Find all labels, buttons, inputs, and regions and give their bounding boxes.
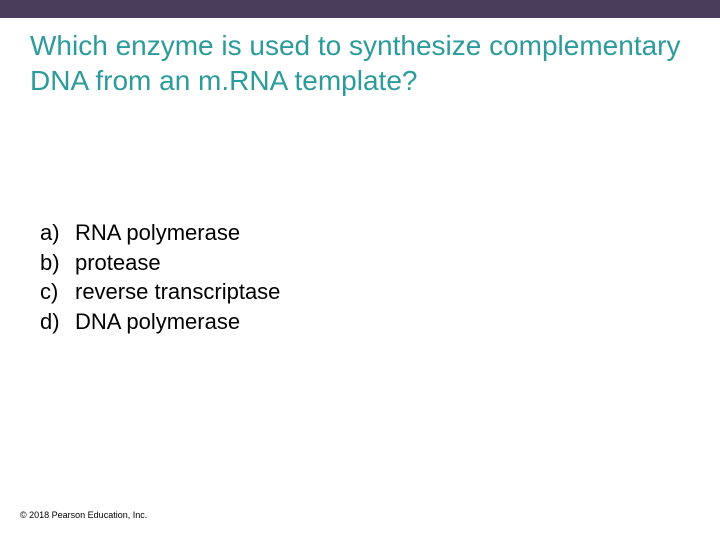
option-d: d) DNA polymerase — [40, 307, 720, 337]
option-text: DNA polymerase — [75, 307, 720, 337]
option-letter: d) — [40, 307, 75, 337]
option-letter: a) — [40, 218, 75, 248]
options-list: a) RNA polymerase b) protease c) reverse… — [0, 98, 720, 337]
top-bar — [0, 0, 720, 18]
question-title: Which enzyme is used to synthesize compl… — [30, 28, 690, 98]
title-area: Which enzyme is used to synthesize compl… — [0, 18, 720, 98]
option-letter: c) — [40, 277, 75, 307]
copyright-text: © 2018 Pearson Education, Inc. — [20, 510, 147, 520]
option-b: b) protease — [40, 248, 720, 278]
option-a: a) RNA polymerase — [40, 218, 720, 248]
option-text: RNA polymerase — [75, 218, 720, 248]
option-text: protease — [75, 248, 720, 278]
option-text: reverse transcriptase — [75, 277, 720, 307]
option-letter: b) — [40, 248, 75, 278]
option-c: c) reverse transcriptase — [40, 277, 720, 307]
